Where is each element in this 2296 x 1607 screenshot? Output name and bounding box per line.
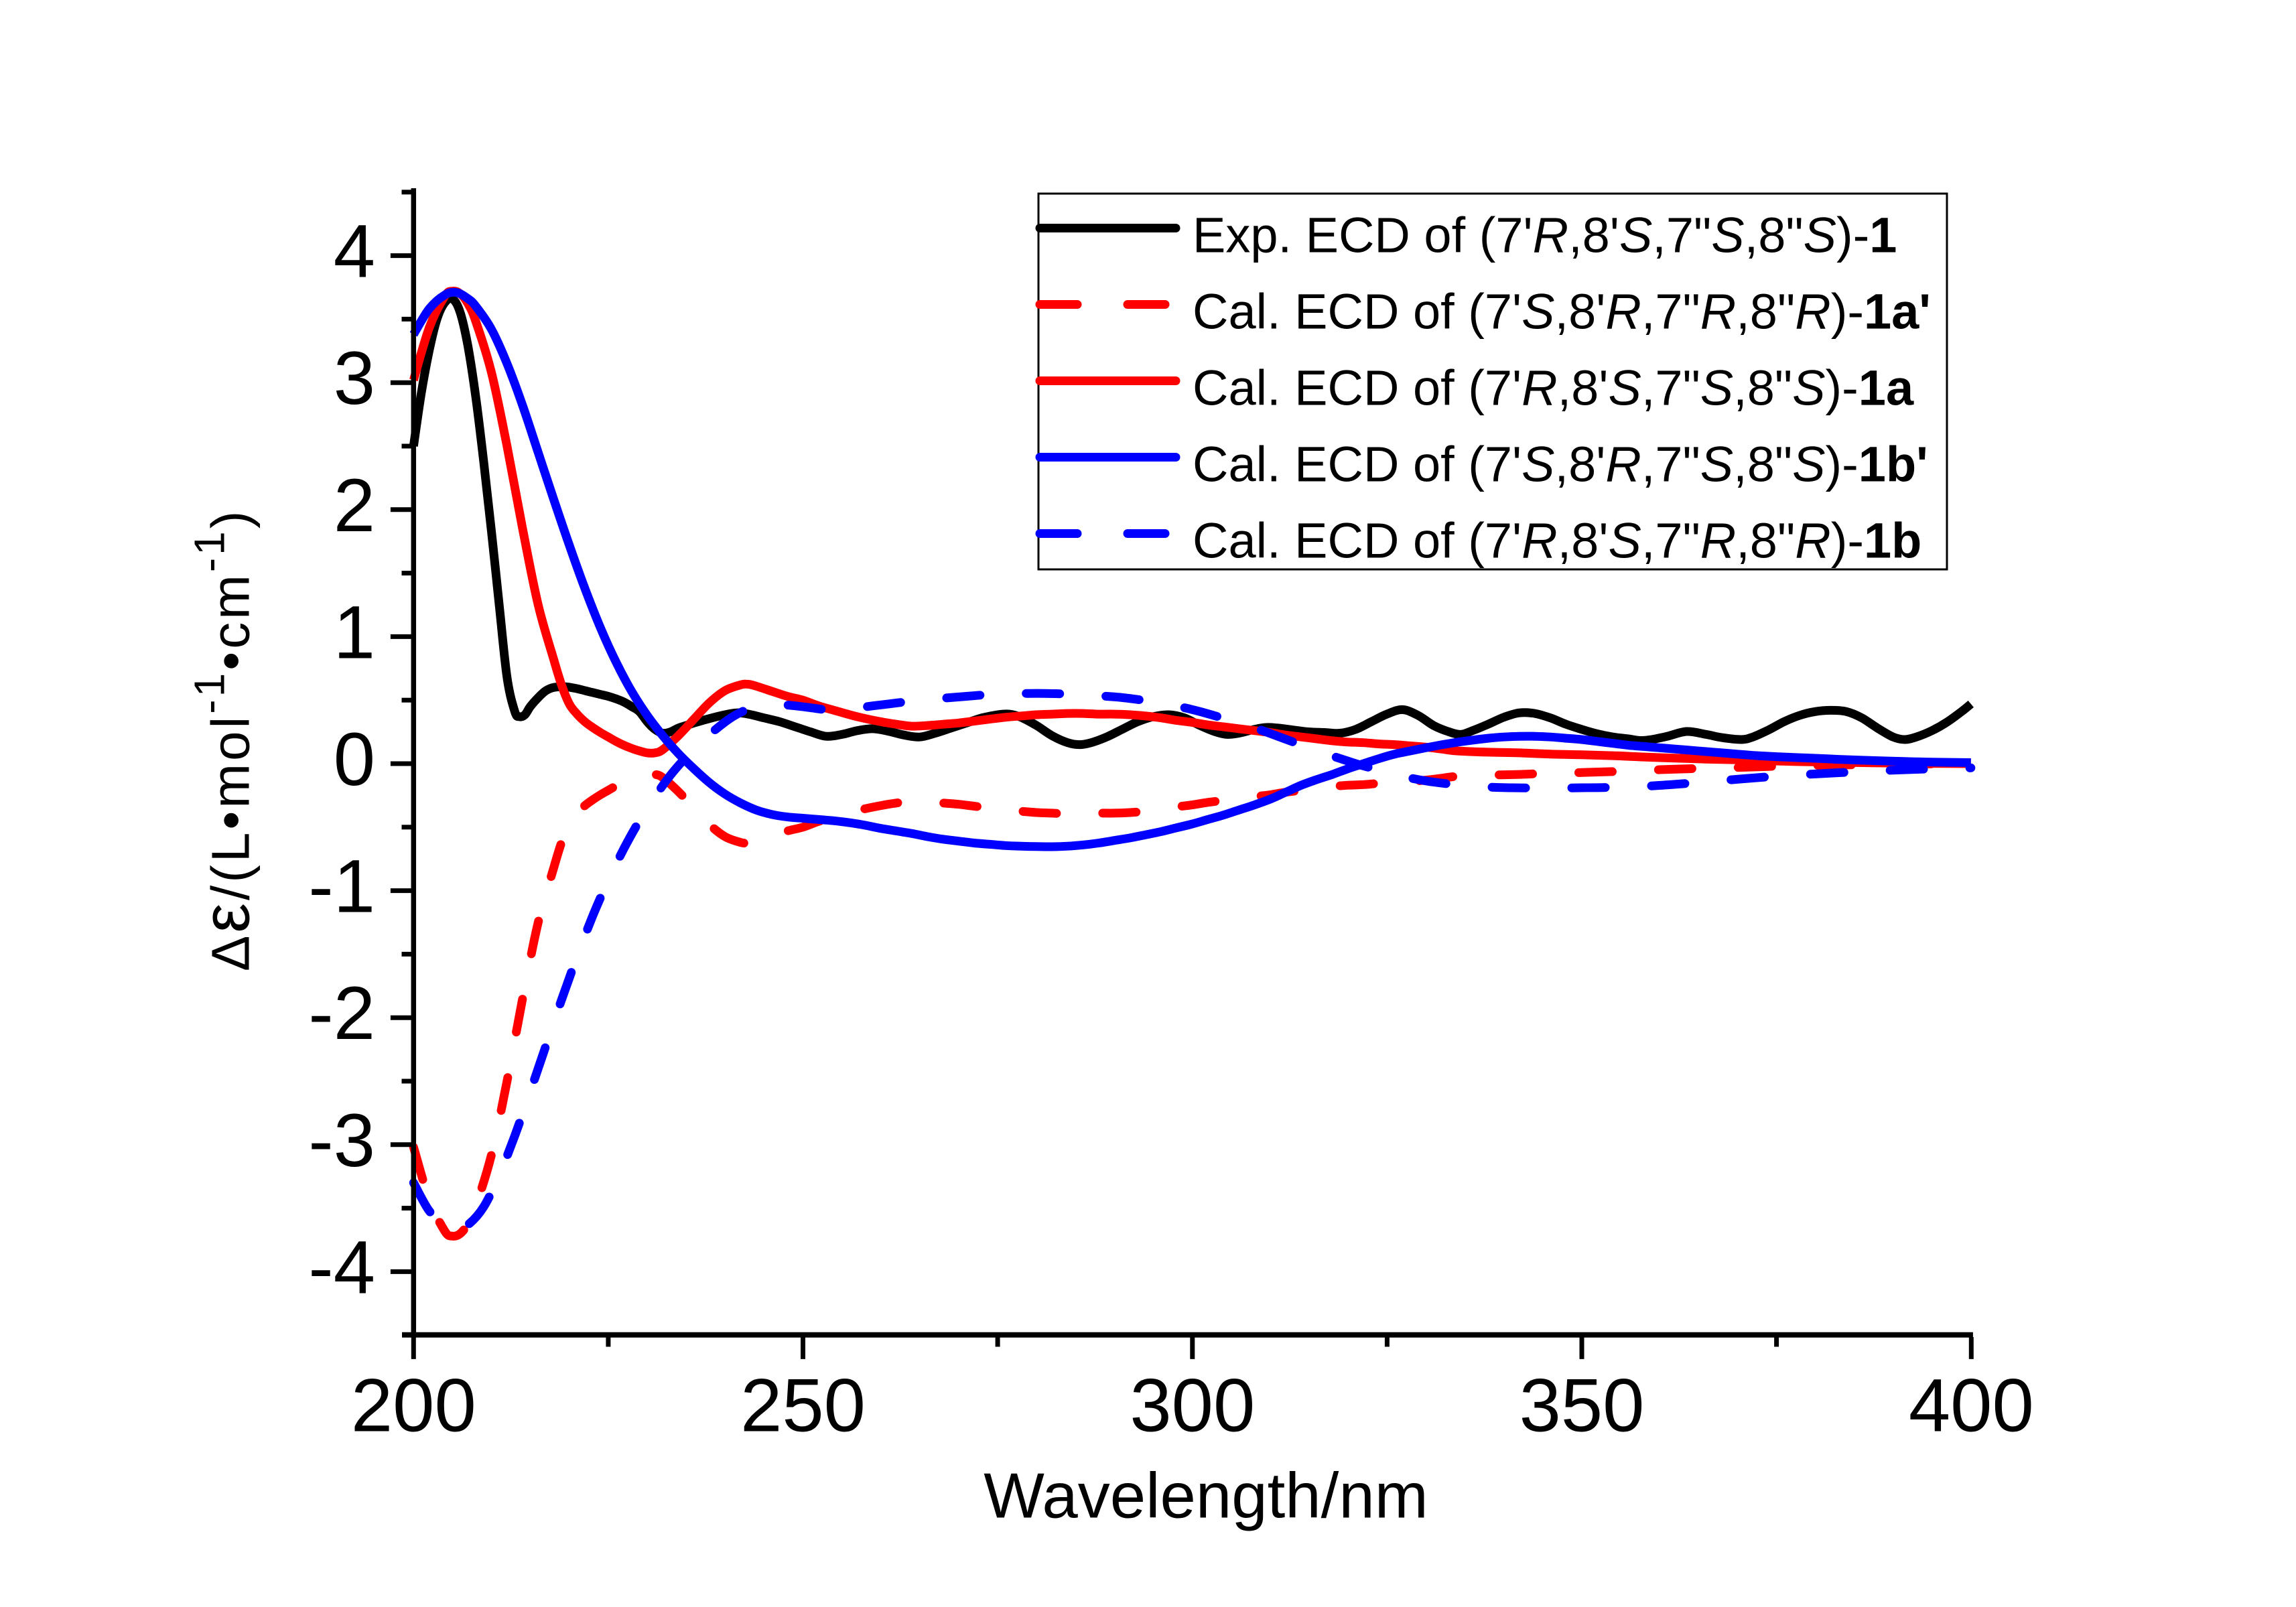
svg-text:2: 2 (334, 464, 375, 547)
svg-text:350: 350 (1520, 1364, 1645, 1448)
svg-text:4: 4 (334, 210, 375, 293)
svg-text:-3: -3 (308, 1099, 375, 1182)
svg-text:Cal. ECD of (7'R,8'S,7"R,8"R)-: Cal. ECD of (7'R,8'S,7"R,8"R)-1b (1193, 513, 1921, 569)
svg-text:Cal. ECD of (7'R,8'S,7"S,8"S)-: Cal. ECD of (7'R,8'S,7"S,8"S)-1a (1193, 360, 1914, 416)
svg-text:0: 0 (334, 717, 375, 801)
svg-text:1: 1 (334, 590, 375, 674)
svg-text:3: 3 (334, 336, 375, 420)
svg-text:300: 300 (1130, 1364, 1255, 1448)
svg-text:200: 200 (351, 1364, 476, 1448)
svg-text:Cal. ECD of (7'S,8'R,7"S,8"S)-: Cal. ECD of (7'S,8'R,7"S,8"S)-1b' (1193, 437, 1928, 492)
svg-text:-4: -4 (308, 1225, 375, 1309)
svg-text:Exp. ECD of (7'R,8'S,7"S,8"S)-: Exp. ECD of (7'R,8'S,7"S,8"S)-1 (1193, 208, 1897, 263)
svg-text:-1: -1 (308, 845, 375, 928)
svg-text:250: 250 (740, 1364, 866, 1448)
svg-text:Wavelength/nm: Wavelength/nm (984, 1460, 1428, 1532)
svg-text:Cal. ECD of (7'S,8'R,7"R,8"R)-: Cal. ECD of (7'S,8'R,7"R,8"R)-1a' (1193, 284, 1931, 340)
svg-text:-2: -2 (308, 971, 375, 1055)
svg-text:400: 400 (1909, 1364, 2034, 1448)
